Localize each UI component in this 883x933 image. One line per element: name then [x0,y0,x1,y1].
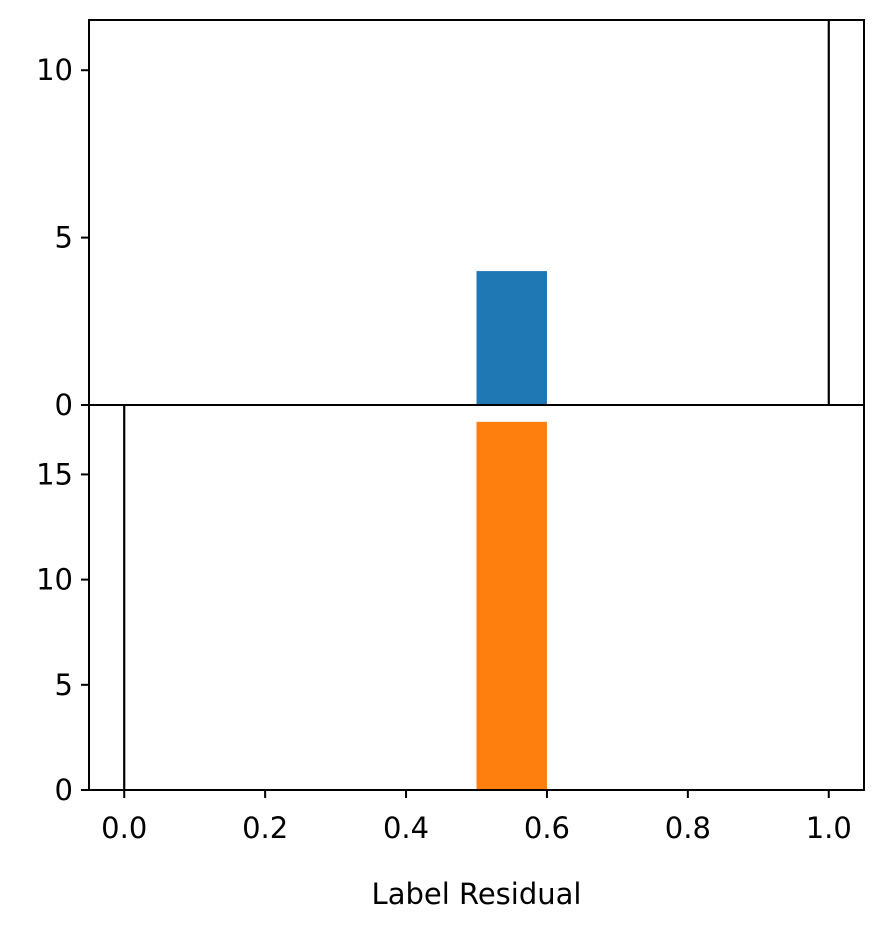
x-tick-label-1: 0.2 [242,811,288,845]
top-y-tick-label-2: 10 [36,53,73,87]
bot-panel-bar-0 [476,421,547,790]
top-y-tick-label-0: 0 [55,388,73,422]
bottom-panel-frame [88,404,865,791]
top-panel-bar-0 [476,271,547,405]
x-tick-label-3: 0.6 [524,811,570,845]
x-tick-label-0: 0.0 [101,811,147,845]
bot-y-tick-label-2: 10 [36,563,73,597]
top-panel: 0 5 10 [36,19,865,422]
bot-y-tick-label-0: 0 [55,773,73,807]
x-tick-label-2: 0.4 [383,811,429,845]
bot-y-tick-label-1: 5 [55,668,73,702]
x-tick-label-4: 0.8 [665,811,711,845]
x-axis-title: Label Residual [372,877,582,911]
top-y-tick-label-1: 5 [55,221,73,255]
x-tick-label-5: 1.0 [806,811,852,845]
bot-y-tick-label-3: 15 [36,457,73,491]
bottom-panel: 0 5 10 15 0.0 0.2 0.4 0.6 0.8 1.0 [36,404,865,845]
